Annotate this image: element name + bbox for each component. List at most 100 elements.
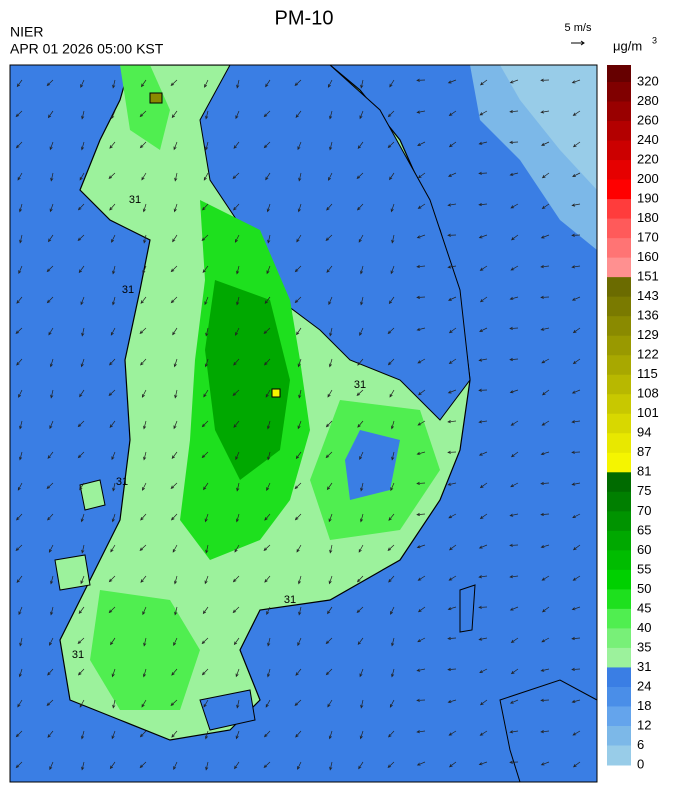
wind-arrow: [112, 296, 116, 306]
colorbar-label: 65: [637, 522, 651, 537]
wind-arrow: [236, 699, 240, 709]
wind-arrow: [78, 265, 85, 274]
wind-arrow: [47, 451, 54, 459]
wind-arrow: [16, 296, 23, 304]
wind-arrow: [141, 699, 147, 708]
wind-arrow: [297, 358, 302, 368]
wind-arrow: [79, 172, 85, 181]
wind-arrow: [510, 420, 519, 426]
wind-arrow: [478, 171, 488, 175]
wind-arrow: [326, 203, 333, 211]
wind-arrow: [108, 172, 116, 179]
wind-arrow: [391, 668, 395, 678]
wind-arrow: [572, 141, 581, 148]
colorbar-label: 136: [637, 308, 659, 323]
wind-arrow: [541, 637, 550, 643]
wind-arrow: [111, 513, 116, 523]
wind-arrow: [294, 699, 302, 706]
wind-arrow: [173, 637, 178, 646]
wind-arrow: [540, 451, 550, 456]
wind-arrows: [15, 78, 581, 771]
wind-arrow: [46, 265, 54, 273]
wind-arrow: [329, 110, 333, 120]
wind-arrow: [19, 637, 23, 647]
wind-arrow: [263, 761, 271, 769]
wind-arrow: [79, 482, 85, 491]
wind-arrow: [17, 482, 23, 491]
wind-arrow: [201, 637, 209, 645]
colorbar-label: 180: [637, 210, 659, 225]
colorbar-band: [607, 82, 631, 103]
wind-arrow: [329, 141, 333, 151]
wind-arrow: [478, 605, 488, 609]
wind-arrow: [479, 668, 488, 674]
colorbar-label: 122: [637, 347, 659, 362]
wind-arrow: [264, 296, 271, 305]
wind-arrow: [357, 358, 364, 366]
wind-arrow: [448, 110, 457, 116]
wind-arrow: [571, 699, 581, 703]
wind-arrow: [203, 389, 209, 398]
wind-arrow: [540, 544, 550, 549]
wind-arrow: [295, 730, 302, 738]
wind-arrow: [80, 358, 85, 368]
wind-arrow: [235, 327, 240, 336]
wind-arrow: [140, 575, 147, 583]
colorbar-band: [607, 569, 631, 590]
wind-arrow: [328, 513, 333, 523]
wind-arrow: [571, 233, 581, 237]
colorbar-band: [607, 277, 631, 298]
wind-arrow: [80, 141, 85, 151]
wind-arrow: [359, 327, 364, 336]
wind-arrow: [173, 141, 178, 151]
wind-arrow: [15, 141, 23, 149]
wind-arrow: [541, 389, 550, 396]
wind-arrow: [540, 730, 550, 734]
wind-arrow: [571, 389, 581, 394]
wind-arrow: [359, 513, 364, 523]
wind-arrow: [111, 451, 116, 461]
wind-arrow: [80, 575, 85, 585]
wind-arrow: [108, 389, 116, 397]
wind-arrow: [170, 265, 178, 273]
wind-arrow: [509, 760, 519, 764]
wind-arrow: [170, 79, 178, 87]
wind-arrow: [19, 451, 23, 461]
wind-arrow: [417, 358, 426, 364]
wind-arrow: [478, 358, 488, 362]
wind-arrow: [447, 203, 457, 207]
wind-arrow: [391, 451, 395, 461]
colorbar-label: 260: [637, 112, 659, 127]
wind-arrow: [143, 451, 147, 461]
wind-arrow: [18, 668, 23, 678]
timestamp: APR 01 2026 05:00 KST: [10, 41, 164, 57]
wind-arrow: [265, 172, 271, 181]
wind-arrow: [298, 606, 302, 616]
wind-arrow: [479, 730, 488, 736]
wind-arrow: [50, 575, 54, 585]
colorbar-band: [607, 452, 631, 473]
wind-arrow: [174, 389, 178, 399]
wind-arrow: [479, 513, 488, 520]
wind-arrow: [267, 420, 271, 430]
colorbar-label: 240: [637, 132, 659, 147]
wind-arrow: [80, 79, 85, 89]
colorbar-band: [607, 121, 631, 142]
colorbar-label: 280: [637, 93, 659, 108]
colorbar-label: 18: [637, 698, 651, 713]
wind-arrow: [328, 358, 333, 368]
wind-arrow: [572, 513, 581, 519]
wind-arrow: [170, 482, 178, 490]
wind-arrow: [77, 234, 85, 242]
colorbar-label: 160: [637, 249, 659, 264]
wind-arrow: [540, 78, 550, 82]
wind-arrow: [327, 389, 333, 398]
colorbar-band: [607, 374, 631, 395]
wind-arrow: [540, 761, 550, 766]
colorbar-band: [607, 140, 631, 161]
wind-arrow: [108, 575, 116, 583]
wind-arrow: [360, 265, 364, 275]
wind-arrow: [202, 203, 209, 211]
wind-arrow: [389, 389, 395, 398]
wind-arrow: [141, 389, 147, 398]
